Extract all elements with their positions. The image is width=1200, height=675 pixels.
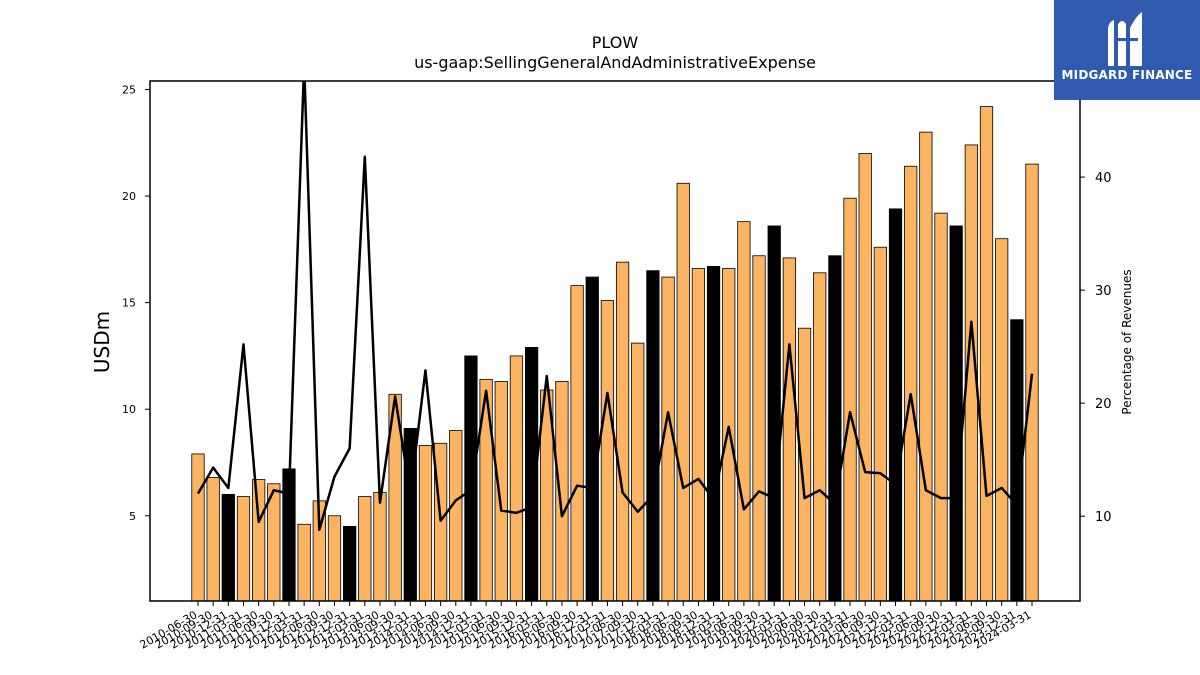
bar-2017-03-31	[600, 300, 615, 602]
bar-2023-06-30	[979, 106, 994, 602]
bar-2014-03-31	[418, 445, 433, 602]
y2-tick-label: 40	[1095, 171, 1112, 186]
bar-2022-12-31	[949, 225, 963, 602]
bar-2015-09-30	[509, 355, 524, 602]
bar-2010-12-31	[221, 494, 235, 602]
y-tick-label: 15	[122, 297, 136, 310]
bar-2018-12-31	[706, 266, 721, 602]
y-tick-label: 5	[129, 510, 136, 523]
bar-2011-03-31	[236, 496, 251, 602]
chart-subtitle: us-gaap:SellingGeneralAndAdministrativeE…	[414, 53, 816, 72]
plot-frame	[149, 80, 1081, 602]
bar-2012-03-31	[297, 523, 311, 602]
bar-2016-06-30	[555, 381, 569, 602]
y2-axis-label: Percentage of Revenues	[1120, 269, 1134, 414]
bar-2018-09-30	[691, 268, 706, 602]
bar-2019-06-30	[737, 221, 751, 602]
y-tick-label: 25	[122, 84, 136, 97]
bar-2021-06-30	[858, 153, 872, 602]
bar-2018-06-30	[676, 182, 690, 602]
percentage-of-revenues-line	[196, 81, 1034, 532]
left-y-ticks: 5 10 15 20 25	[122, 84, 150, 523]
bar-2020-09-30	[813, 272, 827, 602]
bar-2021-09-30	[873, 246, 887, 602]
bar-2017-06-30	[615, 261, 630, 602]
bar-2012-12-31	[343, 526, 357, 602]
bar-2022-06-30	[919, 131, 933, 602]
bar-2013-06-30	[373, 491, 387, 602]
bar-2020-03-31	[782, 257, 796, 602]
bar-2019-09-30	[752, 255, 766, 602]
bar-2022-09-30	[934, 212, 948, 602]
axes-group	[149, 80, 1081, 602]
y2-tick-label: 20	[1095, 397, 1112, 412]
bar-2016-12-31	[585, 276, 599, 602]
bar-2021-12-31	[888, 208, 903, 602]
bar-2015-06-30	[494, 381, 508, 602]
y2-tick-label: 30	[1095, 284, 1112, 299]
bar-2011-06-30	[252, 479, 266, 602]
bar-2019-12-31	[767, 225, 781, 602]
bar-2023-09-30	[995, 238, 1009, 602]
bar-2016-09-30	[570, 285, 584, 602]
bar-2012-09-30	[327, 515, 342, 602]
bar-2010-06-30	[191, 453, 205, 602]
chart-title: PLOW	[592, 33, 639, 52]
bar-2022-03-31	[904, 165, 918, 602]
y2-tick-label: 10	[1095, 510, 1112, 525]
bar-2017-09-30	[631, 342, 645, 602]
y-axis-label: USDm	[90, 311, 114, 373]
bar-2017-12-31	[646, 270, 660, 602]
midgard-m-icon	[1108, 12, 1142, 66]
bar-2020-12-31	[828, 255, 842, 602]
bar-2010-09-30	[206, 476, 220, 602]
bar-2013-03-31	[358, 496, 372, 602]
bar-2019-03-31	[722, 268, 736, 602]
y-tick-label: 20	[122, 190, 136, 203]
midgard-finance-logo: MIDGARD FINANCE	[1054, 0, 1200, 100]
bar-2021-03-31	[843, 197, 857, 602]
logo-text: MIDGARD FINANCE	[1061, 68, 1193, 82]
x-ticks: 2010-06-302010-09-302010-12-312011-03-31…	[138, 601, 1034, 652]
line-group	[196, 81, 1034, 532]
bar-2014-09-30	[449, 430, 463, 602]
right-y-ticks: 10 20 30 40	[1080, 171, 1112, 525]
bar-2014-12-31	[464, 355, 478, 602]
y-tick-label: 10	[122, 403, 136, 416]
